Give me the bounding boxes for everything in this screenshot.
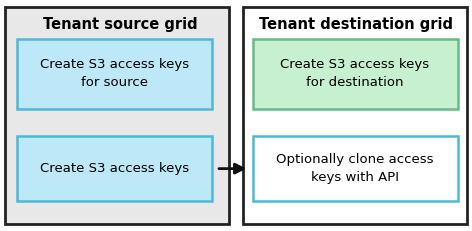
Text: Create S3 access keys
for destination: Create S3 access keys for destination — [280, 58, 430, 89]
FancyBboxPatch shape — [243, 7, 467, 224]
Text: Create S3 access keys: Create S3 access keys — [40, 162, 189, 175]
FancyBboxPatch shape — [17, 136, 212, 201]
Text: Tenant destination grid: Tenant destination grid — [259, 17, 454, 32]
Text: Optionally clone access
keys with API: Optionally clone access keys with API — [276, 153, 434, 184]
FancyBboxPatch shape — [17, 39, 212, 109]
Text: Tenant source grid: Tenant source grid — [43, 17, 198, 32]
Text: Create S3 access keys
for source: Create S3 access keys for source — [40, 58, 189, 89]
FancyBboxPatch shape — [253, 136, 458, 201]
FancyBboxPatch shape — [5, 7, 229, 224]
FancyBboxPatch shape — [253, 39, 458, 109]
